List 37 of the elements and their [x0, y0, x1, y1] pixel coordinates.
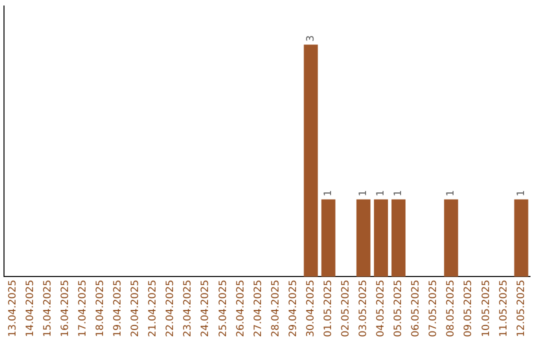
data-label: 1: [446, 190, 457, 196]
x-tick-label: 15.04.2025: [42, 280, 54, 338]
x-tick-label: 18.04.2025: [95, 280, 106, 338]
x-tick-label: 28.04.2025: [270, 280, 282, 338]
x-tick-label: 04.05.2025: [376, 280, 387, 338]
x-tick-label: 08.05.2025: [446, 280, 457, 338]
x-tick-label: 06.05.2025: [410, 280, 422, 338]
data-label: 1: [516, 190, 527, 196]
x-tick-label: 07.05.2025: [428, 280, 440, 338]
x-tick-label: 14.04.2025: [24, 280, 36, 338]
x-tick-label: 23.04.2025: [182, 280, 194, 338]
x-tick-label: 02.05.2025: [340, 280, 352, 338]
data-label: 1: [358, 190, 370, 196]
x-tick-label: 19.04.2025: [112, 280, 124, 338]
x-tick-label: 21.04.2025: [148, 280, 159, 338]
x-tick-label: 25.04.2025: [218, 280, 229, 338]
x-tick-label: 10.05.2025: [480, 280, 492, 338]
x-tick-label: 20.04.2025: [130, 280, 142, 338]
x-tick-label: 30.04.2025: [305, 280, 316, 338]
x-tick-label: 11.05.2025: [498, 280, 510, 338]
x-tick-label: 12.05.2025: [516, 280, 527, 338]
x-tick-label: 16.04.2025: [60, 280, 71, 338]
data-label: 1: [393, 190, 404, 196]
x-tick-label: 17.04.2025: [77, 280, 88, 338]
data-label: 3: [305, 35, 316, 42]
x-tick-label: 09.05.2025: [463, 280, 474, 338]
x-tick-label: 29.04.2025: [288, 280, 299, 338]
x-tick-label: 24.04.2025: [200, 280, 212, 338]
x-tick-label: 05.05.2025: [393, 280, 404, 338]
x-tick-label: 13.04.2025: [7, 280, 18, 338]
x-tick-label: 26.04.2025: [235, 280, 246, 338]
x-tick-label: 27.04.2025: [252, 280, 264, 338]
data-label: 1: [376, 190, 387, 196]
x-tick-label: 22.04.2025: [165, 280, 176, 338]
x-tick-label: 03.05.2025: [358, 280, 370, 338]
data-label: 1: [322, 190, 334, 196]
x-tick-label: 01.05.2025: [322, 280, 334, 338]
